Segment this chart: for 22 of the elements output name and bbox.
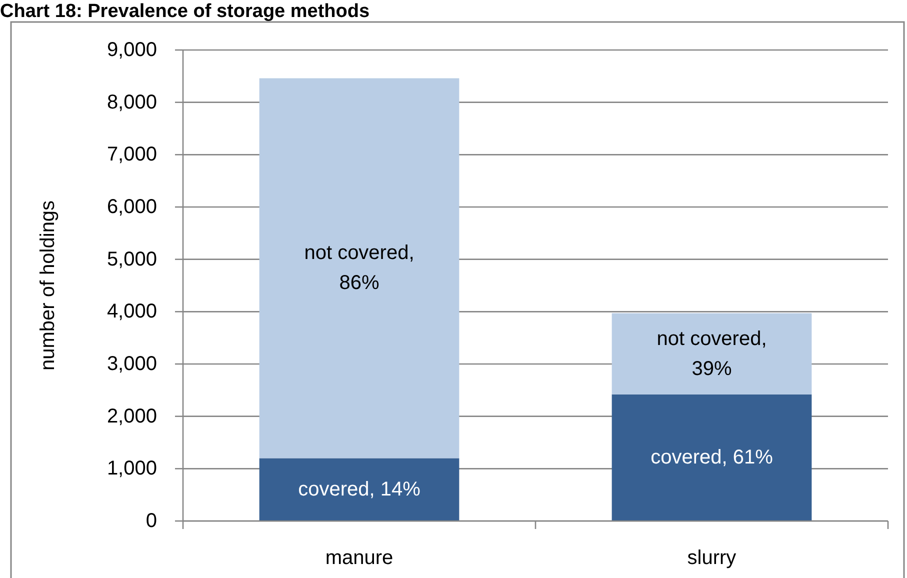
- annotation: covered, 14%: [298, 478, 421, 501]
- bar: [259, 458, 460, 521]
- y-tick-label: 7,000: [106, 144, 157, 166]
- bar: [612, 394, 812, 521]
- annotation: covered, 61%: [650, 446, 774, 469]
- y-tick-label: 2,000: [106, 405, 157, 428]
- bar: [259, 78, 460, 458]
- y-axis-title: number of holdings: [37, 200, 59, 371]
- x-tick-label: slurry: [687, 547, 736, 569]
- y-tick-label: 1,000: [106, 458, 157, 480]
- y-tick-label: 4,000: [106, 300, 157, 323]
- chart-title: Chart 18: Prevalence of storage methods: [0, 1, 370, 22]
- y-tick-label: 8,000: [106, 91, 157, 114]
- x-tick-label: manure: [325, 547, 394, 569]
- annotation: not covered, 39%: [656, 328, 767, 380]
- y-tick-label: 3,000: [106, 353, 157, 375]
- y-tick-label: 5,000: [106, 248, 157, 270]
- y-tick-label: 6,000: [106, 196, 157, 218]
- y-tick-label: 0: [146, 510, 157, 532]
- annotation: not covered, 86%: [304, 242, 414, 294]
- bar: [612, 313, 812, 394]
- y-tick-label: 9,000: [106, 39, 157, 61]
